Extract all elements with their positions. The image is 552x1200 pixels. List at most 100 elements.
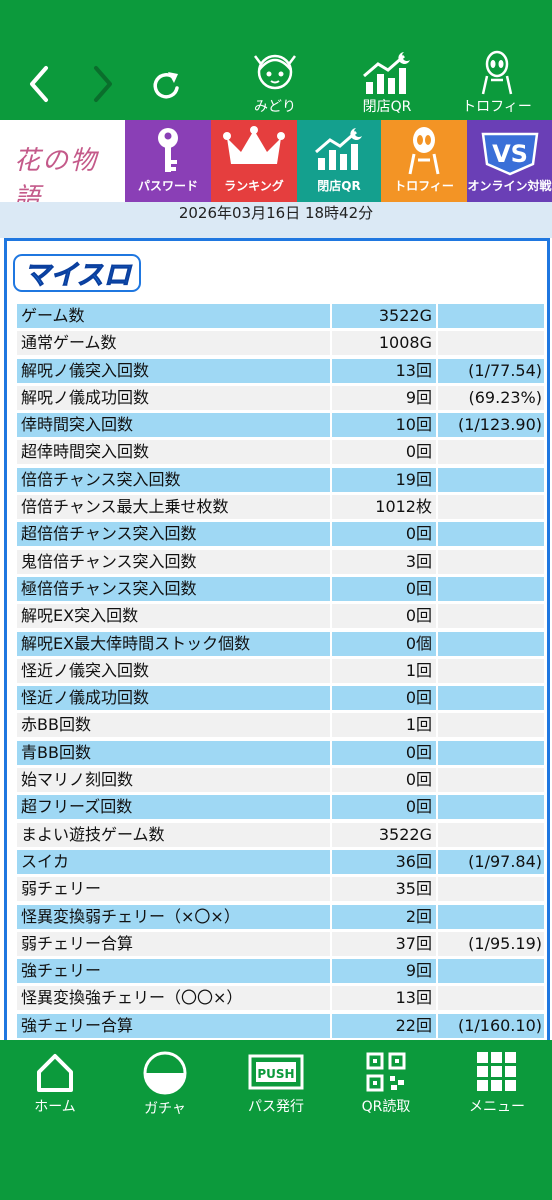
tile-label: 閉店QR bbox=[317, 179, 361, 193]
stat-label: 解呪EX最大倖時間ストック個数 bbox=[17, 631, 330, 656]
stat-label: 通常ゲーム数 bbox=[17, 331, 330, 356]
bottom-item-pass-issue[interactable]: PUSH パス発行 bbox=[226, 1050, 326, 1116]
stat-value: 10回 bbox=[332, 413, 436, 438]
bottom-item-label: メニュー bbox=[469, 1099, 525, 1115]
stat-ratio bbox=[438, 440, 544, 465]
stat-value: 1012枚 bbox=[332, 495, 436, 520]
stat-label: 弱チェリー bbox=[17, 877, 330, 902]
stat-label: 解呪ノ儀成功回数 bbox=[17, 385, 330, 410]
chevron-left-icon bbox=[30, 66, 48, 102]
stat-label: 始マリノ刻回数 bbox=[17, 768, 330, 793]
key-icon bbox=[158, 128, 178, 172]
top-item-closing-qr[interactable]: 閉店QR bbox=[342, 50, 432, 116]
tile-online-battle[interactable]: VS オンライン対戦 bbox=[467, 120, 552, 202]
grid-menu-icon bbox=[477, 1052, 516, 1091]
forward-button[interactable] bbox=[84, 62, 120, 106]
stat-value: 22回 bbox=[332, 1013, 436, 1038]
top-item-label: みどり bbox=[254, 99, 296, 115]
tile-trophy[interactable]: トロフィー bbox=[381, 120, 467, 202]
back-button[interactable] bbox=[22, 62, 58, 106]
bottom-item-label: ガチャ bbox=[144, 1101, 186, 1117]
stat-row: 倍倍チャンス最大上乗せ枚数 1012枚 bbox=[17, 494, 544, 521]
reload-icon bbox=[153, 72, 179, 99]
gacha-ball-icon bbox=[143, 1051, 187, 1095]
crown-icon bbox=[223, 126, 285, 164]
stat-row: 解呪ノ儀突入回数 13回 (1/77.54) bbox=[17, 358, 544, 385]
stat-value: 37回 bbox=[332, 931, 436, 956]
bottom-item-label: パス発行 bbox=[248, 1099, 304, 1115]
stat-label: まよい遊技ゲーム数 bbox=[17, 822, 330, 847]
machine-logo[interactable]: 花の物語 bbox=[0, 120, 125, 213]
stat-row: 青BB回数 0回 bbox=[17, 740, 544, 767]
vs-online-icon: VS bbox=[481, 132, 538, 176]
stat-ratio bbox=[438, 576, 544, 601]
stat-ratio bbox=[438, 331, 544, 356]
bottom-item-label: QR読取 bbox=[361, 1099, 411, 1115]
tile-label: トロフィー bbox=[394, 179, 454, 193]
push-icon-text: PUSH bbox=[257, 1067, 294, 1081]
stat-row: 解呪EX最大倖時間ストック個数 0個 bbox=[17, 631, 544, 658]
stat-label: 怪異変換強チェリー（〇〇×） bbox=[17, 986, 330, 1011]
myslo-logo-text: マイスロ bbox=[23, 260, 132, 291]
stat-ratio: (1/95.19) bbox=[438, 931, 544, 956]
bottom-item-qr-read[interactable]: QR読取 bbox=[336, 1050, 436, 1116]
tile-closing-qr[interactable]: 閉店QR bbox=[297, 120, 381, 202]
stat-row: 解呪EX突入回数 0回 bbox=[17, 603, 544, 630]
tile-password[interactable]: パスワード bbox=[125, 120, 211, 202]
tile-label: オンライン対戦 bbox=[467, 179, 552, 193]
bottom-navigation-bar: ホーム ガチャ PUSH パス発行 QR読取 bbox=[0, 1040, 552, 1200]
stat-row: 弱チェリー 35回 bbox=[17, 876, 544, 903]
stat-row: 強チェリー 9回 bbox=[17, 958, 544, 985]
stat-row: 赤BB回数 1回 bbox=[17, 712, 544, 739]
stat-label: 超倍倍チャンス突入回数 bbox=[17, 522, 330, 547]
stat-label: 極倍倍チャンス突入回数 bbox=[17, 576, 330, 601]
stat-value: 0回 bbox=[332, 522, 436, 547]
stat-value: 0個 bbox=[332, 631, 436, 656]
stat-value: 3回 bbox=[332, 549, 436, 574]
stat-ratio bbox=[438, 986, 544, 1011]
qr-code-icon bbox=[366, 1052, 406, 1092]
bottom-item-home[interactable]: ホーム bbox=[5, 1050, 105, 1116]
stat-label: ゲーム数 bbox=[17, 304, 330, 328]
stat-row: 怪異変換弱チェリー（×〇×） 2回 bbox=[17, 904, 544, 931]
chart-moon-icon bbox=[363, 52, 410, 94]
stat-value: 0回 bbox=[332, 604, 436, 629]
stat-value: 0回 bbox=[332, 768, 436, 793]
stat-label: 超倖時間突入回数 bbox=[17, 440, 330, 465]
stat-row: スイカ 36回 (1/97.84) bbox=[17, 849, 544, 876]
stat-label: 倖時間突入回数 bbox=[17, 413, 330, 438]
stat-label: 怪近ノ儀突入回数 bbox=[17, 658, 330, 683]
menu-strip: 花の物語 パスワード ランキング 閉店QR トロフィー bbox=[0, 120, 552, 213]
alien-trophy-icon bbox=[481, 50, 513, 95]
top-item-trophy[interactable]: トロフィー bbox=[452, 50, 542, 116]
stat-ratio bbox=[438, 631, 544, 656]
stat-value: 2回 bbox=[332, 904, 436, 929]
stat-label: 解呪ノ儀突入回数 bbox=[17, 358, 330, 383]
stat-row: 始マリノ刻回数 0回 bbox=[17, 767, 544, 794]
tile-ranking[interactable]: ランキング bbox=[211, 120, 297, 202]
stat-ratio: (1/97.84) bbox=[438, 849, 544, 874]
svg-text:VS: VS bbox=[492, 140, 528, 168]
bottom-item-gacha[interactable]: ガチャ bbox=[115, 1050, 215, 1118]
stat-value: 19回 bbox=[332, 467, 436, 492]
top-item-midori[interactable]: みどり bbox=[230, 50, 320, 116]
stat-row: 怪近ノ儀突入回数 1回 bbox=[17, 658, 544, 685]
stat-label: 倍倍チャンス最大上乗せ枚数 bbox=[17, 495, 330, 520]
stat-row: 怪異変換強チェリー（〇〇×） 13回 bbox=[17, 985, 544, 1012]
myslo-logo: マイスロ bbox=[13, 253, 143, 297]
stat-row: まよい遊技ゲーム数 3522G bbox=[17, 822, 544, 849]
tile-label: ランキング bbox=[224, 179, 284, 193]
chevron-right-icon bbox=[94, 66, 112, 102]
stat-label: 怪近ノ儀成功回数 bbox=[17, 686, 330, 711]
stat-row: 倖時間突入回数 10回 (1/123.90) bbox=[17, 412, 544, 439]
stat-label: 青BB回数 bbox=[17, 740, 330, 765]
stat-label: 解呪EX突入回数 bbox=[17, 604, 330, 629]
stat-row: 弱チェリー合算 37回 (1/95.19) bbox=[17, 931, 544, 958]
bottom-item-menu[interactable]: メニュー bbox=[447, 1050, 547, 1116]
reload-button[interactable] bbox=[148, 62, 184, 106]
stat-row: 通常ゲーム数 1008G bbox=[17, 330, 544, 357]
chart-moon-icon bbox=[315, 128, 362, 170]
stat-row: ゲーム数 3522G bbox=[17, 303, 544, 330]
stat-ratio bbox=[438, 495, 544, 520]
stat-value: 1回 bbox=[332, 713, 436, 738]
